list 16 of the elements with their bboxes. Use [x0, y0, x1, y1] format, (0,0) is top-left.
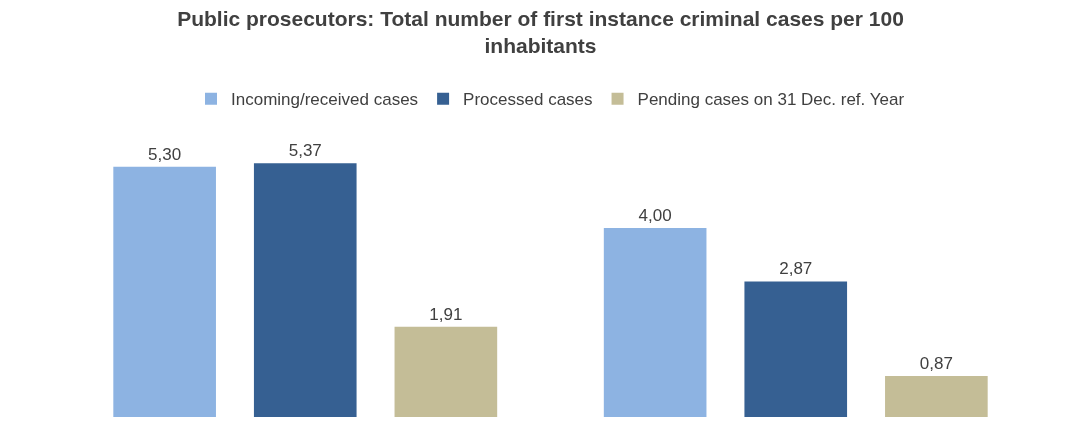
bar [744, 281, 848, 417]
data-label: 5,30 [148, 144, 182, 164]
data-label: 1,91 [429, 304, 463, 324]
legend-label: Processed cases [463, 90, 593, 110]
bar [885, 375, 988, 417]
data-label: 4,00 [638, 206, 672, 226]
bar [113, 166, 216, 417]
legend-label: Pending cases on 31 Dec. ref. Year [637, 90, 905, 110]
chart-title: Public prosecutors: Total number of first instance criminal cases per 100 inhabitants [177, 6, 904, 57]
data-label: 0,87 [919, 353, 953, 373]
legend-label: Incoming/received cases [231, 90, 419, 110]
data-label: 2,87 [779, 259, 813, 279]
bar [253, 163, 357, 417]
bar [394, 326, 498, 417]
data-label: 5,37 [288, 141, 322, 161]
bar [603, 228, 707, 417]
